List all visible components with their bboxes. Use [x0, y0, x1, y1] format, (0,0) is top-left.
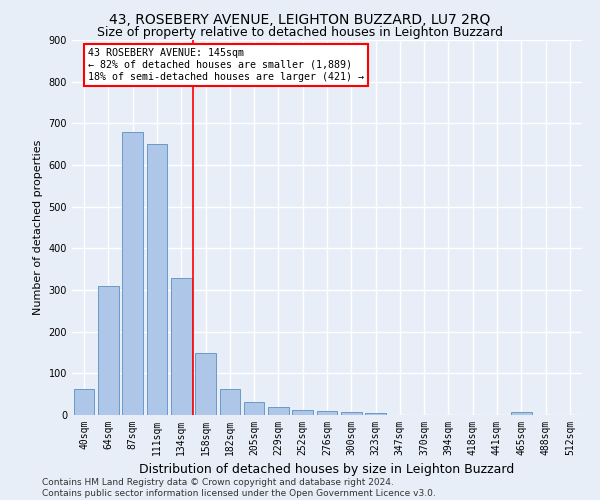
Bar: [98, 286, 119, 415]
Bar: [511, 412, 532, 415]
X-axis label: Distribution of detached houses by size in Leighton Buzzard: Distribution of detached houses by size …: [139, 464, 515, 476]
Y-axis label: Number of detached properties: Number of detached properties: [33, 140, 43, 315]
Bar: [220, 389, 240, 415]
Bar: [122, 132, 143, 415]
Text: Size of property relative to detached houses in Leighton Buzzard: Size of property relative to detached ho…: [97, 26, 503, 39]
Bar: [146, 144, 167, 415]
Bar: [244, 402, 265, 415]
Bar: [268, 406, 289, 415]
Bar: [171, 278, 191, 415]
Bar: [74, 389, 94, 415]
Bar: [341, 412, 362, 415]
Bar: [317, 411, 337, 415]
Bar: [365, 413, 386, 415]
Text: 43 ROSEBERY AVENUE: 145sqm
← 82% of detached houses are smaller (1,889)
18% of s: 43 ROSEBERY AVENUE: 145sqm ← 82% of deta…: [88, 48, 364, 82]
Bar: [195, 352, 216, 415]
Bar: [292, 410, 313, 415]
Text: Contains HM Land Registry data © Crown copyright and database right 2024.
Contai: Contains HM Land Registry data © Crown c…: [42, 478, 436, 498]
Text: 43, ROSEBERY AVENUE, LEIGHTON BUZZARD, LU7 2RQ: 43, ROSEBERY AVENUE, LEIGHTON BUZZARD, L…: [109, 12, 491, 26]
